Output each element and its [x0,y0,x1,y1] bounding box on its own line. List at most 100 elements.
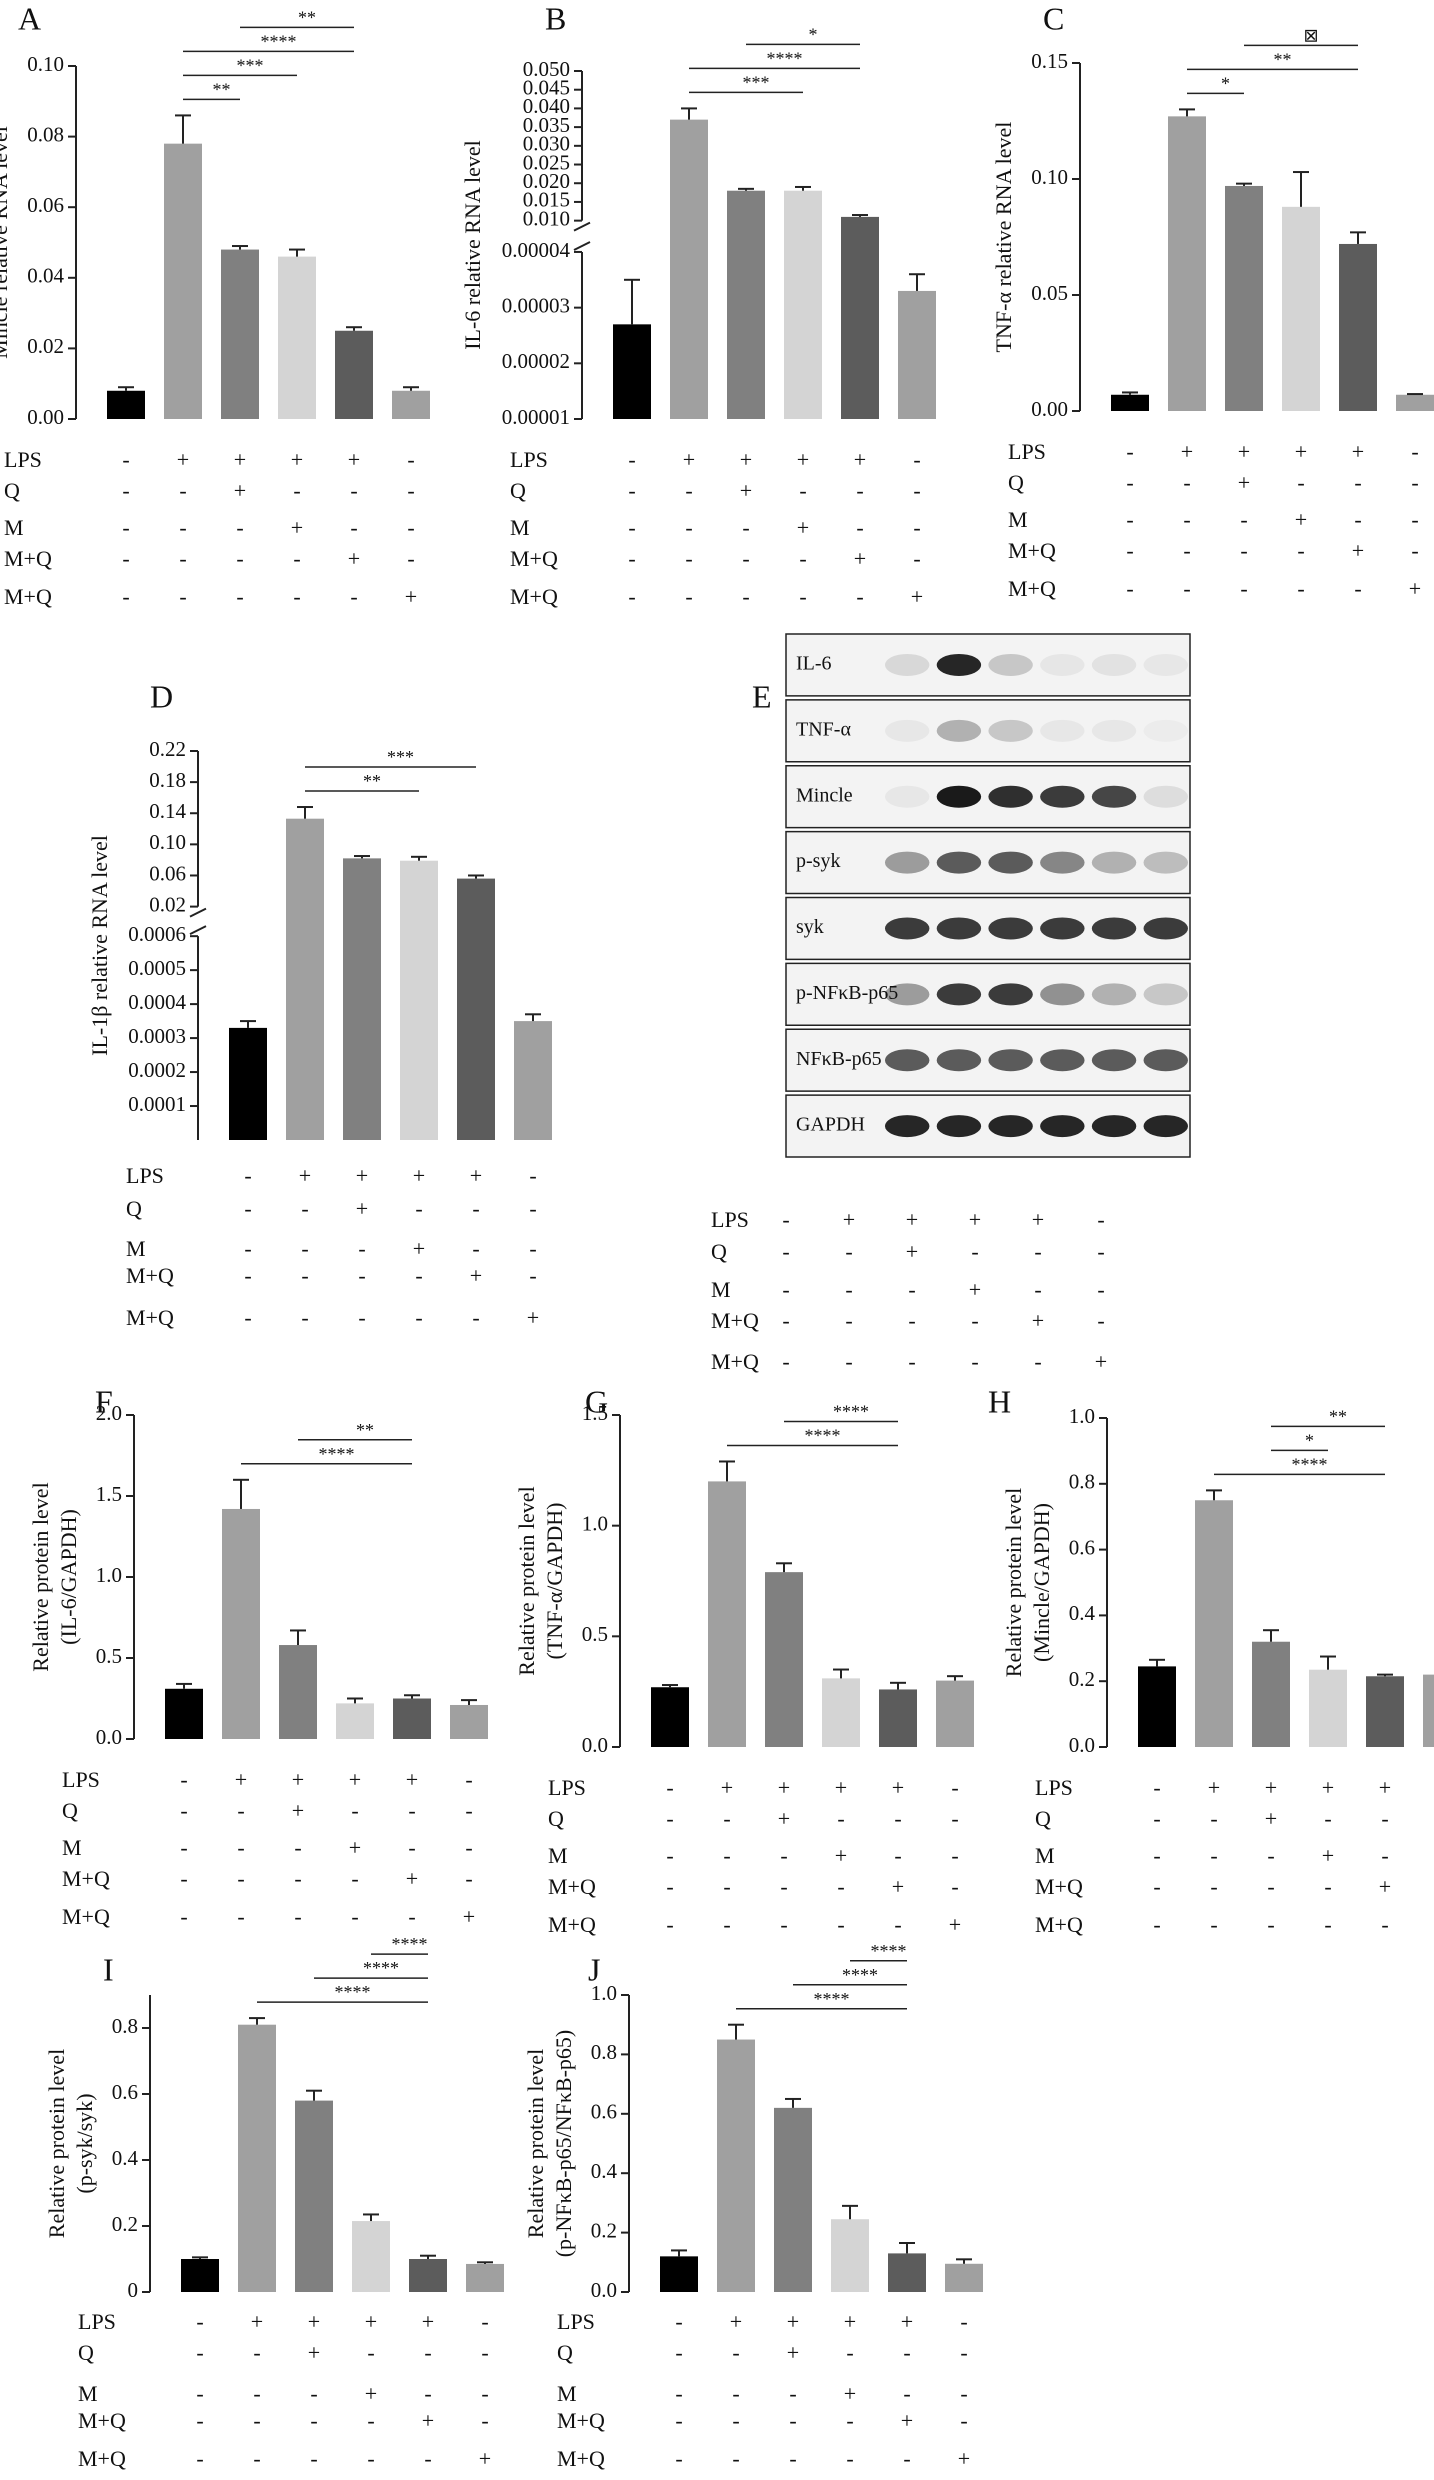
blot-band [936,719,982,742]
condition-mark: + [787,2340,799,2365]
condition-mark: - [529,1196,536,1221]
condition-mark: - [350,515,357,540]
condition-label: M+Q [62,1866,110,1891]
condition-mark: - [408,1835,415,1860]
significance-label: **** [842,1965,878,1985]
blot-band [1143,1049,1188,1072]
y-tick-label: 0.0002 [128,1058,186,1082]
bar [1225,185,1263,411]
condition-mark: - [310,2381,317,2406]
blot-band [1091,719,1137,742]
blot-band [1091,1115,1137,1138]
condition-mark: - [1267,1843,1274,1868]
condition-mark: - [723,1912,730,1937]
condition-mark: - [424,2381,431,2406]
y-tick-label: 0.6 [1069,1535,1095,1559]
condition-mark: - [465,1866,472,1891]
blot-label: GAPDH [796,1114,865,1136]
condition-mark: - [732,2340,739,2365]
condition-mark: - [675,2340,682,2365]
condition-label: M [548,1843,568,1868]
blot-band [988,719,1033,742]
condition-mark: - [1381,1806,1388,1831]
blot-band [1143,785,1188,808]
condition-mark: - [628,447,635,472]
y-axis-label: (TNF-α/GAPDH) [542,1503,567,1660]
condition-mark: - [1153,1775,1160,1800]
condition-mark: - [1297,470,1304,495]
condition-mark: + [1208,1775,1220,1800]
condition-mark: - [244,1236,251,1261]
condition-mark: - [301,1263,308,1288]
condition-mark: - [236,546,243,571]
condition-label: Q [1035,1806,1051,1831]
y-tick-label: 0.18 [149,768,186,792]
condition-mark: + [422,2408,434,2433]
bar [181,2259,219,2292]
condition-mark: - [903,2340,910,2365]
condition-mark: - [408,1798,415,1823]
bar [1168,116,1206,412]
blot-band [1143,1115,1188,1138]
y-tick-label: 0.040 [523,94,570,118]
bar [727,190,765,419]
condition-mark: + [1265,1806,1277,1831]
condition-mark: + [911,584,923,609]
condition-mark: - [837,1912,844,1937]
significance-label: * [1221,74,1230,94]
condition-mark: - [846,2446,853,2471]
condition-label: LPS [557,2309,595,2334]
condition-label: Q [78,2340,94,2365]
blot-label: IL-6 [796,653,832,675]
bar [286,818,324,1140]
condition-mark: - [293,546,300,571]
condition-mark: + [234,478,246,503]
bar [1309,1669,1347,1747]
blot-band [884,653,930,676]
condition-mark: + [348,546,360,571]
y-axis-label: IL-1β relative RNA level [87,835,112,1056]
bar [279,1645,317,1739]
condition-label: M+Q [557,2408,605,2433]
condition-mark: + [949,1912,961,1937]
condition-mark: - [856,515,863,540]
condition-label: M+Q [1008,538,1056,563]
y-tick-label: 0.0005 [128,956,186,980]
condition-mark: - [723,1806,730,1831]
panel-letter: H [988,1383,1011,1419]
y-tick-label: 0.0006 [128,922,186,946]
blot-band [988,1049,1033,1072]
y-axis-label: IL-6 relative RNA level [460,140,485,350]
condition-label: M [78,2381,98,2406]
condition-label: Q [548,1806,564,1831]
condition-mark: - [1240,538,1247,563]
bar [841,216,879,419]
condition-mark: + [1032,1207,1044,1232]
condition-label: Q [4,478,20,503]
condition-mark: - [1324,1912,1331,1937]
condition-label: M+Q [62,1904,110,1929]
blot-band [1143,917,1188,940]
condition-mark: - [1183,538,1190,563]
condition-label: Q [711,1239,727,1264]
bar [831,2219,869,2292]
condition-mark: - [675,2309,682,2334]
bar [222,1508,260,1739]
bar [670,119,708,420]
significance-label: ** [363,771,381,791]
condition-mark: - [253,2408,260,2433]
condition-mark: - [1411,439,1418,464]
condition-mark: + [1322,1775,1334,1800]
condition-label: M+Q [510,546,558,571]
condition-label: M+Q [78,2408,126,2433]
y-tick-label: 0.0001 [128,1092,186,1116]
panel-letter: B [545,0,566,36]
y-tick-label: 0.02 [149,892,186,916]
axis-break [189,907,207,918]
bar [708,1481,746,1747]
condition-mark: - [789,2408,796,2433]
condition-mark: - [465,1767,472,1792]
bar [660,2256,698,2292]
condition-mark: - [685,546,692,571]
condition-mark: - [179,515,186,540]
